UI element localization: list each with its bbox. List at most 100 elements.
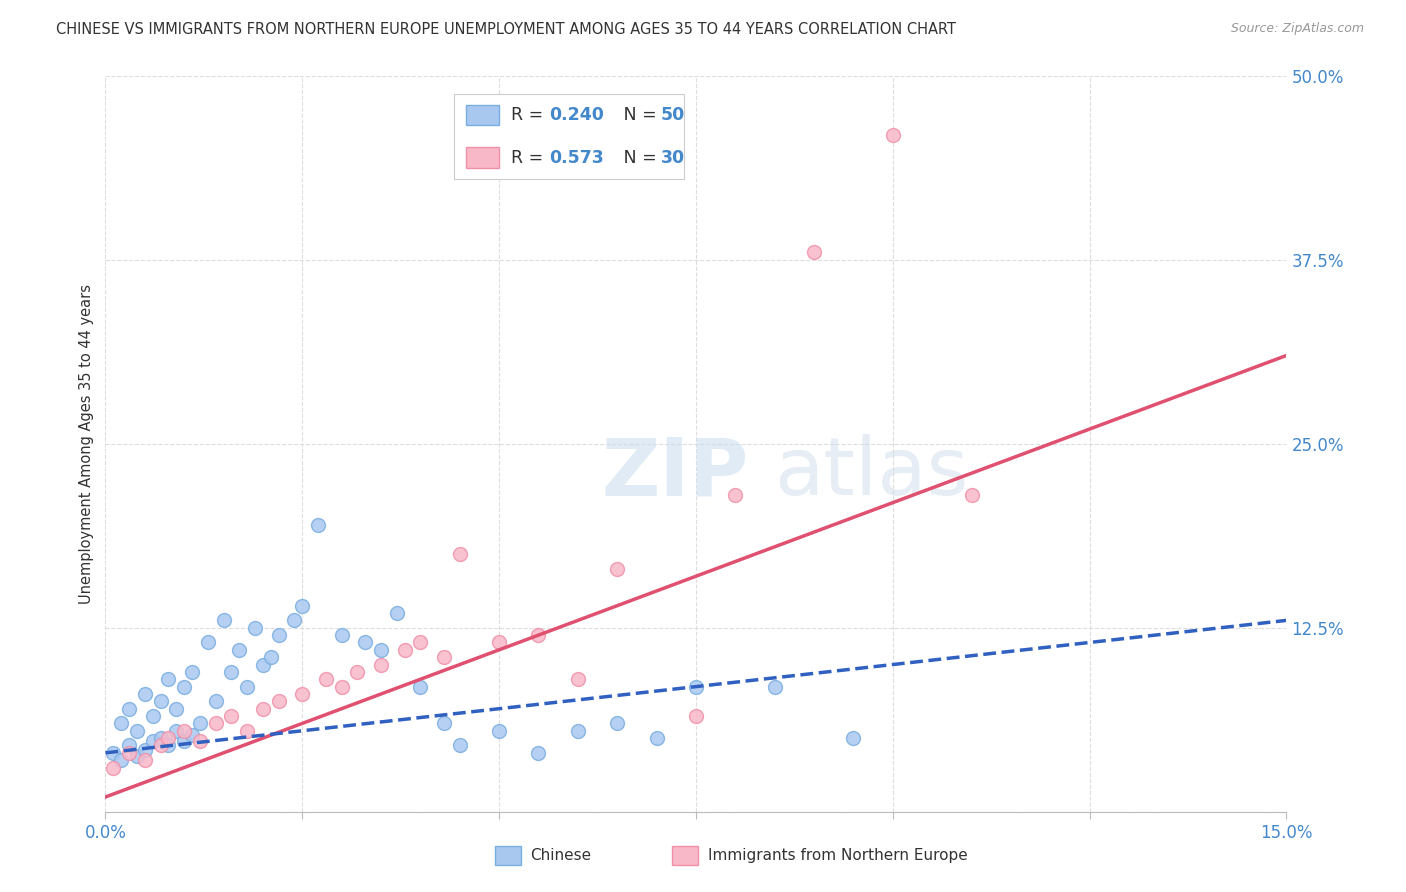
Point [346,665,368,679]
Point [165,701,187,715]
Point [409,635,432,649]
Point [527,628,550,642]
Point [204,694,226,708]
Point [125,748,148,763]
Point [283,614,305,628]
Text: N =: N = [607,106,662,124]
FancyBboxPatch shape [495,847,522,865]
Point [228,642,250,657]
Text: R =: R = [510,106,548,124]
Point [197,635,219,649]
Point [409,680,432,694]
Point [330,680,353,694]
Point [212,614,235,628]
Point [724,488,747,502]
Point [449,547,471,561]
Point [157,739,180,753]
Point [882,128,904,142]
FancyBboxPatch shape [465,104,499,125]
Point [103,746,125,760]
Text: Chinese: Chinese [530,847,592,863]
Point [267,694,290,708]
Text: N =: N = [607,148,662,167]
Point [118,746,141,760]
Point [221,709,243,723]
Point [370,657,392,672]
Point [260,650,283,665]
Point [315,673,337,687]
Point [803,245,825,260]
Point [330,628,353,642]
Point [221,665,243,679]
Text: ZIP: ZIP [602,434,749,512]
Point [960,488,983,502]
Point [110,716,132,731]
Point [645,731,668,746]
Point [685,709,707,723]
Point [149,739,172,753]
FancyBboxPatch shape [454,95,685,178]
Point [181,728,204,742]
Point [243,621,266,635]
Point [252,701,274,715]
Point [204,716,226,731]
Point [173,680,195,694]
Point [606,716,628,731]
Text: atlas: atlas [773,434,969,512]
Point [685,680,707,694]
Point [188,716,211,731]
Point [433,716,456,731]
Point [142,734,165,748]
Point [394,642,416,657]
Point [157,731,180,746]
Point [149,694,172,708]
Text: Source: ZipAtlas.com: Source: ZipAtlas.com [1230,22,1364,36]
Point [181,665,204,679]
Point [134,743,156,757]
Point [449,739,471,753]
Point [567,673,589,687]
Text: Immigrants from Northern Europe: Immigrants from Northern Europe [707,847,967,863]
Point [567,723,589,738]
Point [370,642,392,657]
Point [433,650,456,665]
Point [157,673,180,687]
Point [110,753,132,767]
Point [385,606,408,620]
Point [267,628,290,642]
Point [118,701,141,715]
Point [527,746,550,760]
Point [236,680,259,694]
Text: 0.240: 0.240 [550,106,605,124]
Point [291,687,314,701]
Point [149,731,172,746]
Point [142,709,165,723]
Point [252,657,274,672]
Point [307,517,329,532]
Point [488,635,510,649]
FancyBboxPatch shape [465,147,499,168]
Point [103,760,125,774]
Text: R =: R = [510,148,548,167]
Y-axis label: Unemployment Among Ages 35 to 44 years: Unemployment Among Ages 35 to 44 years [79,284,94,604]
Point [188,734,211,748]
Point [134,753,156,767]
Point [842,731,865,746]
Point [173,723,195,738]
Point [291,599,314,613]
FancyBboxPatch shape [672,847,699,865]
Text: CHINESE VS IMMIGRANTS FROM NORTHERN EUROPE UNEMPLOYMENT AMONG AGES 35 TO 44 YEAR: CHINESE VS IMMIGRANTS FROM NORTHERN EURO… [56,22,956,37]
Point [173,734,195,748]
Text: 0.573: 0.573 [550,148,605,167]
Point [236,723,259,738]
Point [165,723,187,738]
Point [606,562,628,576]
Text: 50: 50 [661,106,685,124]
Point [354,635,377,649]
Point [488,723,510,738]
Point [118,739,141,753]
Point [763,680,786,694]
Text: 30: 30 [661,148,685,167]
Point [134,687,156,701]
Point [125,723,148,738]
